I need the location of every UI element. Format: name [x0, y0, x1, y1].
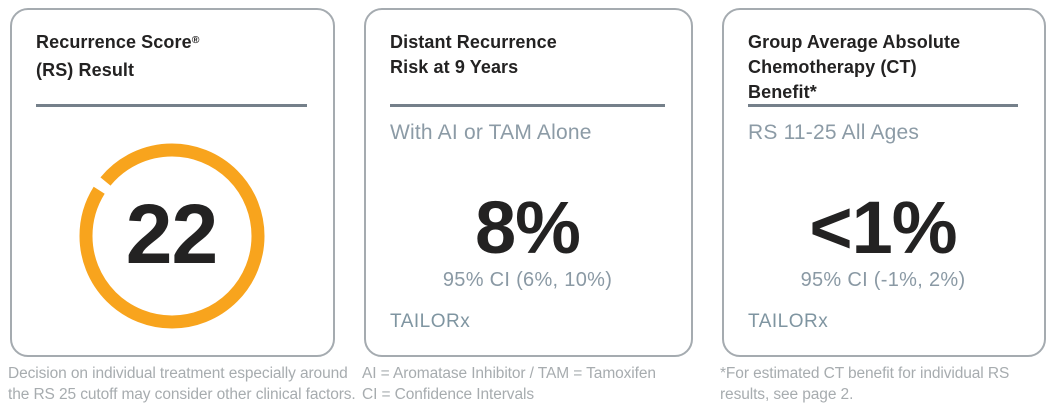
registered-trademark-symbol: ® [191, 35, 200, 47]
rs-score-ring-icon [79, 143, 264, 329]
card-title-line: Benefit* [748, 82, 817, 102]
ct-benefit-footnote: *For estimated CT benefit for individual… [720, 363, 1046, 405]
footnote-line: results, see page 2. [720, 386, 854, 403]
card-title-line: (RS) Result [36, 60, 135, 80]
card-title: Group Average Absolute Chemotherapy (CT)… [748, 30, 1018, 104]
recurrence-score-card: Recurrence Score® (RS) Result 22 [10, 8, 335, 357]
abbreviations-footnote: AI = Aromatase Inhibitor / TAM = Tamoxif… [362, 363, 693, 405]
rs-score-gauge: 22 [79, 143, 265, 329]
footnotes-row: Decision on individual treatment especia… [8, 363, 1052, 405]
card-title-line: Recurrence Score® [36, 32, 200, 52]
risk-percentage-value: 8% [475, 186, 581, 269]
card-title-line: Chemotherapy (CT) [748, 57, 917, 77]
card-title: Distant Recurrence Risk at 9 Years [390, 30, 665, 104]
group-subtitle: RS 11-25 All Ages [748, 121, 920, 144]
footnote-line: *For estimated CT benefit for individual… [720, 365, 1010, 382]
footnote-line: Decision on individual treatment especia… [8, 365, 348, 382]
card-title-line: Distant Recurrence [390, 32, 557, 52]
card-title: Recurrence Score® (RS) Result [36, 30, 307, 104]
benefit-percentage-value: <1% [809, 186, 957, 269]
chemotherapy-benefit-card: Group Average Absolute Chemotherapy (CT)… [722, 8, 1046, 357]
rs-score-ring-arc [79, 143, 264, 329]
distant-recurrence-risk-card: Distant Recurrence Risk at 9 Years With … [364, 8, 693, 357]
card-title-line: Risk at 9 Years [390, 57, 519, 77]
rs-score-value: 22 [125, 186, 218, 281]
divider-line [748, 104, 1018, 107]
divider-line [36, 104, 307, 107]
study-source-label: TAILORx [748, 311, 829, 332]
results-cards-row: Recurrence Score® (RS) Result 22 Distant… [10, 8, 1052, 357]
footnote-line: AI = Aromatase Inhibitor / TAM = Tamoxif… [362, 365, 656, 382]
footnote-line: the RS 25 cutoff may consider other clin… [8, 386, 356, 403]
rs-card-footnote: Decision on individual treatment especia… [8, 363, 356, 405]
confidence-interval: 95% CI (6%, 10%) [442, 269, 613, 291]
confidence-interval: 95% CI (-1%, 2%) [800, 269, 966, 291]
treatment-subtitle: With AI or TAM Alone [390, 121, 592, 144]
study-source-label: TAILORx [390, 311, 471, 332]
card-title-line: Group Average Absolute [748, 32, 961, 52]
footnote-line: CI = Confidence Intervals [362, 386, 534, 403]
divider-line [390, 104, 665, 107]
